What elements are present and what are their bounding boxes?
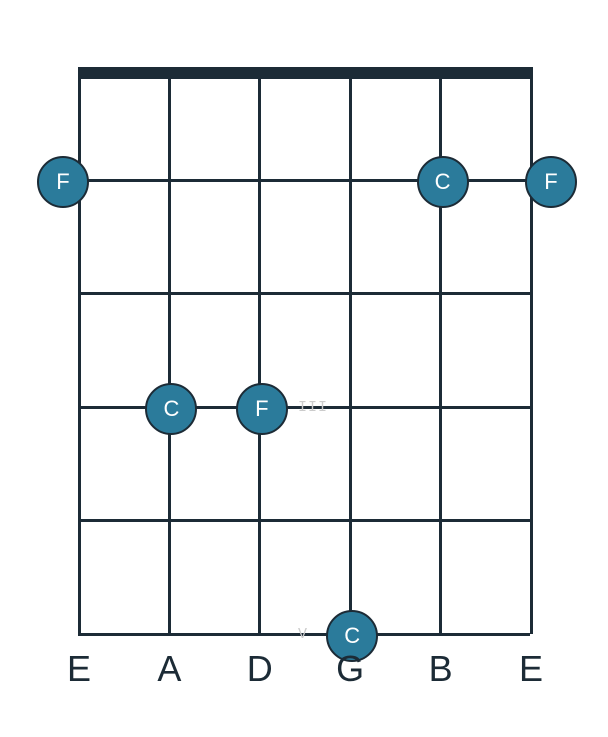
string-label: B (429, 648, 453, 690)
string-label: E (519, 648, 543, 690)
string-line (530, 67, 533, 634)
string-line (349, 67, 352, 634)
chord-dot: C (417, 156, 469, 208)
fret-line (78, 519, 530, 522)
string-line (168, 67, 171, 634)
fret-marker: III (298, 399, 328, 416)
string-label: E (67, 648, 91, 690)
string-label: A (157, 648, 181, 690)
string-label: G (336, 648, 364, 690)
nut-line (78, 67, 530, 79)
fret-marker: V (298, 626, 308, 643)
string-line (439, 67, 442, 634)
string-line (78, 67, 81, 634)
string-label: D (247, 648, 273, 690)
chord-dot: F (37, 156, 89, 208)
chord-dot: C (145, 383, 197, 435)
chord-dot: F (525, 156, 577, 208)
chord-dot: F (236, 383, 288, 435)
fret-line (78, 292, 530, 295)
string-line (258, 67, 261, 634)
